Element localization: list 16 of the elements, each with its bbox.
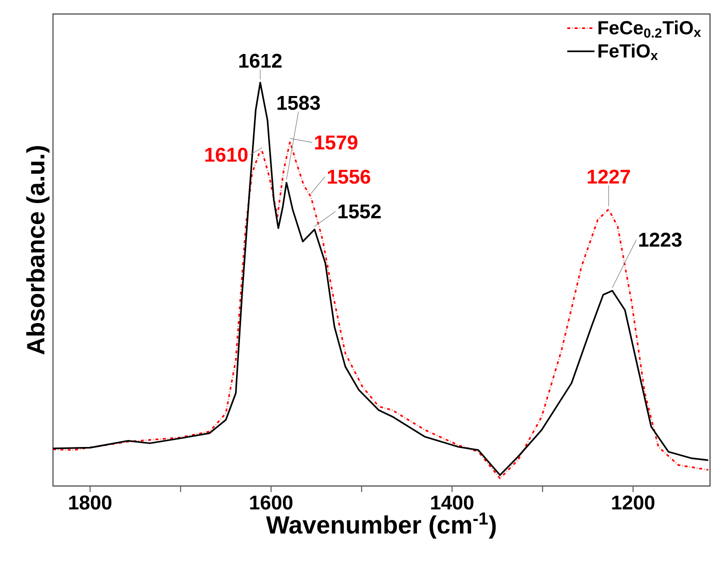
annotation: 1612 [239,54,282,68]
annotation: 1556 [328,170,370,184]
x-tick-label: 1600 [250,496,292,510]
annotation: 1583 [278,96,320,110]
x-axis-title: Wavenumber (cm$^{-1}$) [266,512,496,539]
x-tick-label: 1200 [612,496,654,510]
legend-label: FeCe$_{0.2}$TiO$_{x}$ [598,20,701,38]
x-tick-label: 1800 [69,496,112,510]
y-axis-title: Absorbance (a.u.) [26,146,50,355]
annotation: 1227 [588,170,630,184]
x-tick-label: 1400 [431,496,474,510]
annotation: 1223 [639,232,682,247]
annotation: 1610 [205,148,248,162]
annotation: 1579 [315,135,358,150]
annotation: 1552 [338,204,381,218]
legend-label: FeTiO$_{x}$ [598,44,658,60]
